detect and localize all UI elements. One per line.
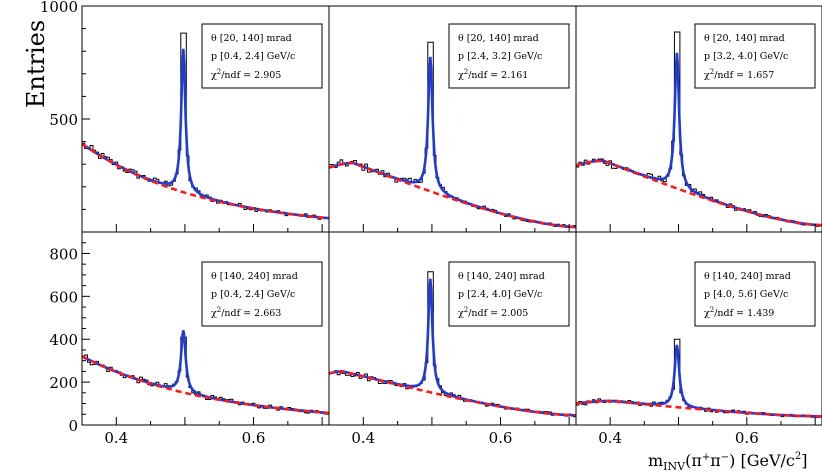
legend-theta: θ [140, 240] mrad bbox=[458, 271, 545, 282]
panels: 500 1000 θ [20, 140] mrad p [0.4, 2.4] GeV/… bbox=[40, 0, 822, 447]
panel-5: 0.4 0.6 θ [140, 240] mrad p [2.4, 4.0] GeV/… bbox=[328, 231, 577, 447]
legend-box bbox=[694, 261, 816, 327]
legend-momentum: p [2.4, 3.2] GeV/c bbox=[458, 51, 542, 62]
legend-momentum: p [3.2, 4.0] GeV/c bbox=[704, 51, 788, 62]
legend-box bbox=[448, 23, 570, 89]
y-tick-label: 0 bbox=[68, 417, 78, 435]
y-tick-label: 400 bbox=[49, 331, 78, 349]
data-histogram bbox=[576, 338, 822, 418]
legend-theta: θ [20, 140] mrad bbox=[704, 33, 785, 44]
y-tick-label: 600 bbox=[49, 288, 78, 306]
x-tick-label: 0.4 bbox=[104, 429, 128, 447]
legend-momentum: p [2.4, 4.0] GeV/c bbox=[458, 289, 542, 300]
y-tick-label: 800 bbox=[49, 245, 78, 263]
y-axis-label: Entries bbox=[22, 20, 50, 108]
panel-3: θ [20, 140] mrad p [3.2, 4.0] GeV/c χ2/ndf… bbox=[575, 5, 822, 233]
y-tick-label: 1000 bbox=[40, 0, 78, 16]
legend-momentum: p [4.0, 5.6] GeV/c bbox=[704, 289, 788, 300]
legend-chi2: χ2/ndf = 2.161 bbox=[458, 68, 528, 81]
legend-momentum: p [0.4, 2.4] GeV/c bbox=[211, 289, 295, 300]
data-histogram bbox=[82, 336, 329, 415]
legend-chi2: χ2/ndf = 2.905 bbox=[211, 68, 281, 81]
legend-box bbox=[448, 261, 570, 327]
x-tick-label: 0.6 bbox=[242, 429, 266, 447]
background-curve bbox=[576, 159, 822, 227]
legend-theta: θ [140, 240] mrad bbox=[211, 271, 298, 282]
legend-chi2: χ2/ndf = 1.439 bbox=[704, 306, 774, 319]
legend-box bbox=[201, 261, 323, 327]
x-tick-label: 0.6 bbox=[735, 429, 759, 447]
background-curve bbox=[82, 142, 329, 220]
legend-box bbox=[201, 23, 323, 89]
legend-chi2: χ2/ndf = 2.005 bbox=[458, 306, 528, 319]
panel-6: 0.4 0.6 θ [140, 240] mrad p [4.0, 5.6] GeV/… bbox=[575, 231, 822, 447]
panel-frame bbox=[575, 231, 822, 426]
legend-theta: θ [140, 240] mrad bbox=[704, 271, 791, 282]
legend-momentum: p [0.4, 2.4] GeV/c bbox=[211, 51, 295, 62]
panel-2: θ [20, 140] mrad p [2.4, 3.2] GeV/c χ2/ndf… bbox=[328, 5, 577, 233]
background-curve bbox=[576, 399, 822, 418]
legend-chi2: χ2/ndf = 1.657 bbox=[704, 68, 774, 81]
legend-theta: θ [20, 140] mrad bbox=[458, 33, 539, 44]
x-tick-label: 0.6 bbox=[489, 429, 513, 447]
panel-4: 0 200 400 600 800 0.4 0.6 θ [140, 240] mrad p [0… bbox=[49, 231, 330, 447]
panel-1: 500 1000 θ [20, 140] mrad p [0.4, 2.4] GeV/… bbox=[40, 0, 330, 233]
background-curve bbox=[329, 370, 576, 417]
legend-box bbox=[694, 23, 816, 89]
x-tick-label: 0.4 bbox=[351, 429, 375, 447]
x-axis-label: mINV(π+π−) [GeV/c2] bbox=[648, 451, 808, 473]
background-curve bbox=[82, 355, 329, 415]
y-tick-label: 200 bbox=[49, 374, 78, 392]
x-tick-label: 0.4 bbox=[598, 429, 622, 447]
legend-chi2: χ2/ndf = 2.663 bbox=[211, 306, 281, 319]
background-curve bbox=[329, 161, 576, 229]
y-tick-label: 500 bbox=[49, 111, 78, 129]
fit-curve bbox=[82, 48, 329, 220]
legend-theta: θ [20, 140] mrad bbox=[211, 33, 292, 44]
fit-curve bbox=[576, 344, 822, 418]
